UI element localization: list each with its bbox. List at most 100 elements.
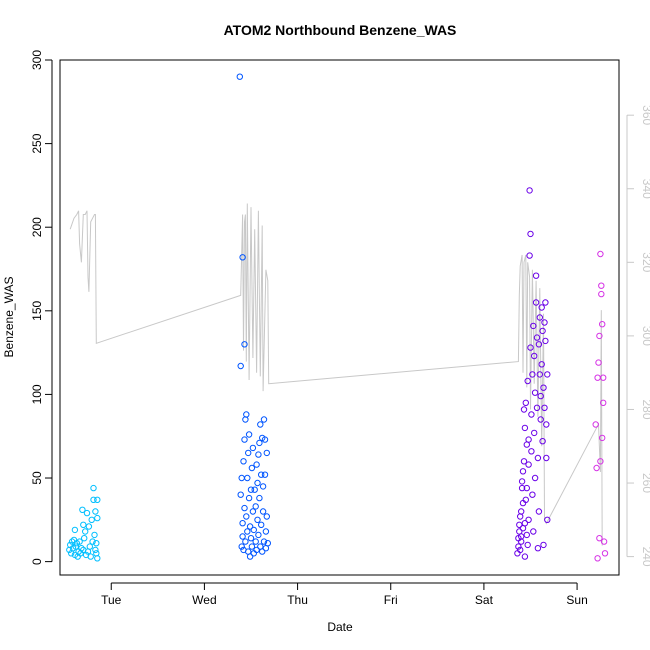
data-point (244, 474, 251, 482)
data-point (541, 319, 548, 326)
data-point (536, 314, 543, 321)
data-point (248, 543, 256, 550)
data-point (255, 451, 262, 458)
data-point (243, 513, 250, 520)
data-point (78, 545, 85, 552)
data-point (241, 341, 248, 348)
data-point (521, 553, 529, 560)
data-point (83, 509, 91, 517)
y-right-tick-label: 300 (640, 326, 650, 346)
data-point (241, 436, 248, 443)
data-point (247, 486, 255, 493)
data-point (254, 479, 261, 487)
data-point (540, 541, 547, 549)
data-point (526, 252, 533, 259)
data-point (87, 553, 94, 560)
data-point (594, 555, 601, 562)
data-point (543, 421, 550, 428)
data-point (535, 341, 543, 348)
data-point (254, 516, 261, 523)
y-right-tick-label: 320 (640, 252, 650, 272)
data-point (86, 543, 94, 550)
y-right-tick-label: 340 (640, 179, 650, 199)
data-point (237, 362, 244, 370)
data-point (532, 299, 540, 306)
data-point (237, 491, 244, 498)
data-point (523, 484, 530, 492)
axes-layer: 0 50 100 150 200 250 300 240 260 280 300 320 340 360 T… (30, 50, 650, 607)
data-point (242, 538, 249, 545)
data-point (92, 546, 99, 554)
data-point (236, 73, 244, 80)
data-point (518, 484, 526, 492)
data-point (518, 533, 525, 540)
data-point (252, 538, 259, 545)
data-point (524, 377, 531, 385)
data-point (599, 321, 606, 328)
data-point (239, 520, 246, 527)
x-tick-label: Sun (566, 593, 587, 607)
data-point (240, 458, 247, 465)
data-point (250, 526, 258, 534)
data-point (92, 508, 99, 515)
y-tick-label: 100 (30, 384, 44, 404)
data-point (544, 516, 551, 523)
data-point (238, 474, 245, 482)
data-point (518, 478, 526, 485)
data-point (263, 513, 270, 520)
data-point (81, 535, 88, 542)
data-point (538, 304, 545, 311)
data-point (93, 550, 100, 557)
data-point (260, 416, 268, 423)
data-point (71, 526, 79, 534)
data-point (258, 521, 265, 528)
data-point (80, 521, 87, 528)
plot-frame (59, 59, 620, 576)
data-point (533, 334, 541, 341)
data-point (245, 431, 253, 438)
data-point (251, 486, 258, 493)
data-point (258, 471, 265, 478)
data-point (537, 392, 544, 400)
data-point (536, 371, 543, 378)
data-point (593, 464, 600, 472)
line-series-layer (69, 203, 603, 546)
data-point (539, 327, 546, 335)
data-point (263, 449, 270, 457)
data-point (91, 531, 98, 539)
data-point (262, 528, 270, 535)
data-point (525, 516, 532, 523)
data-point (596, 332, 603, 340)
points-layer (66, 73, 609, 562)
y-axis-label: Benzene_WAS (2, 277, 16, 358)
data-point (256, 439, 263, 447)
data-point (242, 416, 249, 423)
data-point (529, 371, 536, 378)
data-point (599, 434, 606, 442)
data-point (527, 230, 534, 238)
data-point (533, 404, 541, 411)
data-point (543, 454, 550, 462)
data-point (239, 254, 246, 261)
data-point (253, 546, 260, 554)
data-point (519, 468, 527, 475)
data-point (542, 337, 549, 345)
data-point (520, 458, 528, 465)
x-axis-label: Date (327, 620, 353, 634)
data-point (526, 187, 533, 194)
data-point (88, 516, 95, 523)
data-point (256, 494, 263, 502)
data-point (520, 406, 528, 413)
data-point (597, 458, 604, 465)
data-point (261, 471, 269, 478)
data-point (600, 538, 608, 545)
data-point (597, 250, 604, 258)
y-tick-label: 50 (30, 471, 44, 485)
data-point (85, 523, 93, 530)
data-point (249, 444, 257, 452)
data-point (249, 508, 257, 515)
data-point (519, 499, 527, 507)
data-point (79, 506, 86, 513)
data-point (540, 384, 547, 391)
